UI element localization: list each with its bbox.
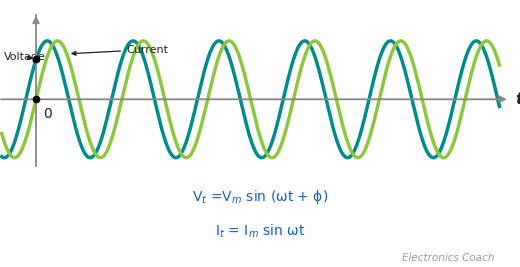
Text: V$_t$ =V$_m$ sin (ωt + ϕ): V$_t$ =V$_m$ sin (ωt + ϕ) <box>192 189 328 206</box>
Text: Current: Current <box>72 45 168 55</box>
Text: I$_t$ = I$_m$ sin ωt: I$_t$ = I$_m$ sin ωt <box>215 223 305 240</box>
Text: Voltage: Voltage <box>4 52 45 62</box>
Text: t: t <box>515 92 520 107</box>
Text: Electronics Coach: Electronics Coach <box>401 253 494 263</box>
Text: 0: 0 <box>43 107 51 121</box>
